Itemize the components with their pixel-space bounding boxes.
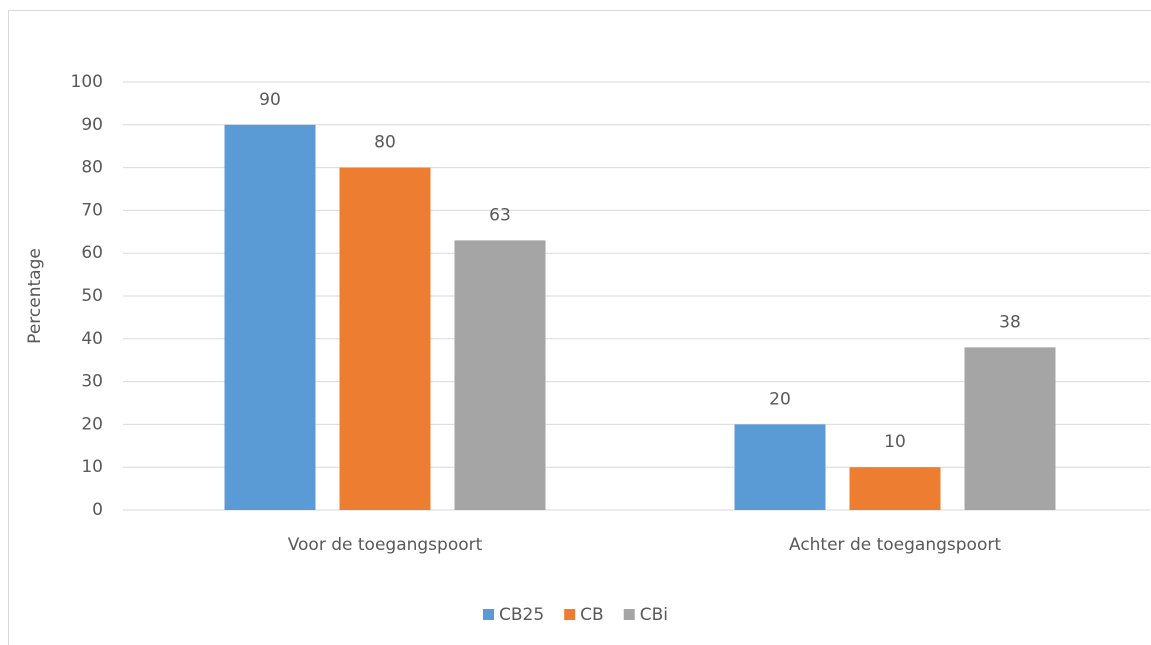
- y-tick-label: 10: [81, 457, 103, 477]
- data-label: 10: [884, 432, 906, 452]
- y-tick-label: 50: [81, 286, 103, 306]
- x-tick-label: Voor de toegangspoort: [288, 535, 483, 555]
- x-tick-label: Achter de toegangspoort: [789, 535, 1001, 555]
- data-label: 20: [769, 389, 791, 409]
- y-tick-label: 0: [92, 500, 103, 520]
- y-tick-label: 30: [81, 372, 103, 392]
- bar: [454, 240, 546, 511]
- legend-swatch: [623, 609, 635, 620]
- y-tick-label: 80: [81, 158, 103, 178]
- y-tick-label: 90: [81, 115, 103, 135]
- legend-label: CB25: [499, 605, 544, 625]
- data-label: 63: [489, 205, 511, 225]
- data-label: 90: [259, 90, 281, 110]
- bar: [734, 424, 826, 510]
- bar: [849, 467, 941, 510]
- y-tick-label: 100: [71, 72, 103, 92]
- y-tick-label: 70: [81, 200, 103, 220]
- chart-border: [8, 10, 1151, 645]
- y-axis-label: Percentage: [25, 248, 45, 344]
- y-tick-label: 40: [81, 329, 103, 349]
- bar: [339, 167, 431, 510]
- y-tick-label: 60: [81, 243, 103, 263]
- bar: [224, 124, 316, 511]
- y-tick-label: 20: [81, 414, 103, 434]
- data-label: 80: [374, 133, 396, 153]
- legend-label: CB: [580, 605, 604, 625]
- bar: [964, 347, 1056, 510]
- data-label: 38: [999, 312, 1021, 332]
- legend-swatch: [564, 609, 576, 620]
- legend-swatch: [483, 609, 495, 620]
- legend-label: CBi: [640, 605, 668, 625]
